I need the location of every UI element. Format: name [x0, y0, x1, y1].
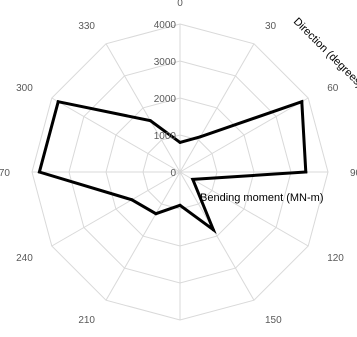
grid-spoke-150 [179, 171, 255, 301]
grid-spoke-300 [51, 97, 181, 173]
angle-tick-label-0: 0 [177, 0, 183, 9]
grid-spoke-60 [179, 97, 309, 173]
grid-spoke-210 [105, 171, 181, 301]
angle-tick-label-240: 240 [16, 253, 33, 264]
angle-tick-label-150: 150 [265, 315, 282, 326]
series-point-270 [37, 170, 41, 174]
radial-axis-title: Bending moment (MN-m) [200, 192, 323, 204]
radial-tick-labels: 0 1000 2000 3000 4000 [154, 20, 177, 179]
series-point-60 [300, 100, 304, 104]
series-point-150 [211, 228, 215, 232]
grid-spoke-30 [179, 43, 255, 173]
grid-spoke-120 [179, 171, 309, 247]
radial-tick-label-0: 0 [170, 168, 176, 179]
angle-tick-label-60: 60 [327, 83, 339, 94]
radial-tick-label-2000: 2000 [154, 94, 177, 105]
angle-tick-label-90: 90 [350, 168, 357, 179]
angle-tick-label-30: 30 [265, 21, 277, 32]
series-layer [37, 99, 308, 235]
grid [31, 23, 329, 321]
angle-tick-label-330: 330 [78, 21, 95, 32]
angle-tick-label-300: 300 [16, 83, 33, 94]
series-point-90 [304, 170, 308, 174]
angle-axis-title: Direction (degrees) [291, 16, 357, 91]
series-point-330 [148, 119, 152, 123]
series-point-120 [191, 177, 195, 181]
series-point-30 [198, 135, 202, 139]
series-point-240 [130, 198, 134, 202]
grid-spoke-240 [51, 171, 181, 247]
series-point-300 [56, 100, 60, 104]
angle-tick-label-210: 210 [78, 315, 95, 326]
series-point-0 [178, 140, 182, 144]
radial-tick-label-1000: 1000 [154, 131, 177, 142]
angle-tick-label-120: 120 [327, 253, 344, 264]
angle-tick-label-270: 270 [0, 168, 10, 179]
series-point-180 [178, 203, 182, 207]
grid-spoke-330 [105, 43, 181, 173]
radial-tick-label-4000: 4000 [154, 20, 177, 31]
radial-tick-label-3000: 3000 [154, 57, 177, 68]
series-point-210 [154, 212, 158, 216]
